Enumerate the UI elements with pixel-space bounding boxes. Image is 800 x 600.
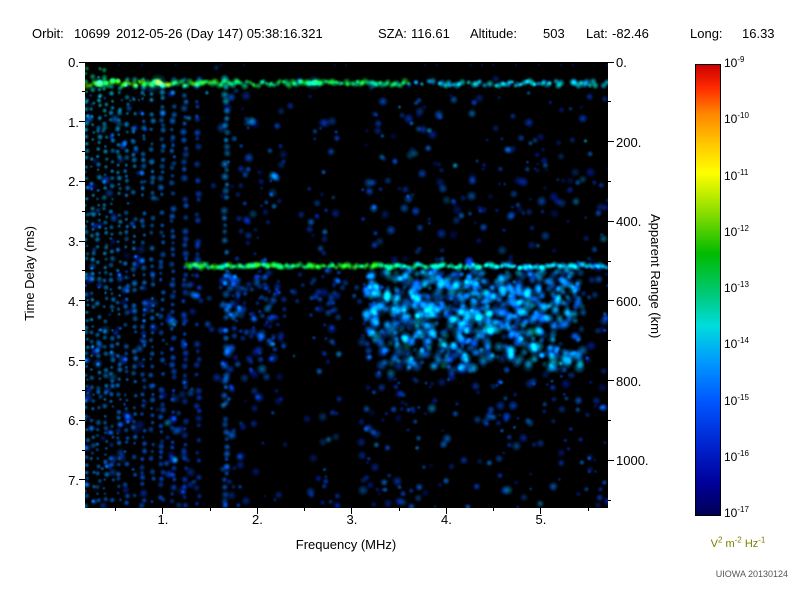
left-tick-label: 5. <box>68 353 79 369</box>
tick <box>79 240 85 242</box>
right-tick-label: 1000. <box>616 453 649 469</box>
tick <box>608 380 614 382</box>
tick <box>608 260 611 262</box>
altitude-value: 503 <box>543 26 565 41</box>
left-tick-label: 0. <box>68 55 79 70</box>
tick <box>82 270 85 272</box>
tick <box>115 508 117 511</box>
colorbar-label: 10-11 <box>724 167 749 183</box>
tick <box>608 499 611 501</box>
tick <box>79 360 85 362</box>
tick <box>351 508 353 514</box>
left-tick-label: 3. <box>68 234 79 250</box>
tick <box>493 508 495 511</box>
left-tick-label: 6. <box>68 413 79 429</box>
colorbar-label: 10-14 <box>724 336 749 352</box>
tick <box>398 508 400 511</box>
tick <box>82 151 85 153</box>
tick <box>608 101 611 103</box>
tick <box>79 61 85 63</box>
tick <box>587 508 589 511</box>
x-tick-label: 4. <box>441 512 452 527</box>
colorbar-label: 10-12 <box>724 223 749 239</box>
colorbar <box>695 64 721 516</box>
left-tick-label: 1. <box>68 114 79 130</box>
tick <box>608 459 614 461</box>
right-tick-label: 600. <box>616 293 642 309</box>
x-tick-label: 2. <box>252 512 263 527</box>
long-value: 16.33 <box>742 26 775 41</box>
datetime-text: 2012-05-26 (Day 147) 05:38:16.321 <box>116 26 323 41</box>
tick <box>82 449 85 451</box>
orbit-value: 10699 <box>74 26 111 41</box>
altitude-label: Altitude: <box>470 26 517 41</box>
colorbar-label: 10-16 <box>724 448 749 464</box>
tick <box>79 300 85 302</box>
left-tick-label: 7. <box>68 472 79 488</box>
tick <box>608 340 611 342</box>
colorbar-label: 10-17 <box>724 505 749 521</box>
colorbar-label: 10-10 <box>724 111 749 127</box>
x-tick-label: 5. <box>535 512 547 527</box>
tick <box>79 479 85 481</box>
sza-label: SZA: <box>378 26 407 41</box>
orbit-label: Orbit: <box>32 26 64 41</box>
left-tick-label: 2. <box>68 174 79 190</box>
left-axis-title: Time Delay (ms) <box>22 226 37 321</box>
tick <box>82 330 85 332</box>
colorbar-label: 10-15 <box>724 392 749 408</box>
tick <box>608 300 614 302</box>
tick <box>79 121 85 123</box>
tick <box>608 180 611 182</box>
tick <box>162 508 164 514</box>
colorbar-label: 10-9 <box>724 55 745 71</box>
left-tick-label: 4. <box>68 293 79 309</box>
tick <box>209 508 211 511</box>
tick <box>608 220 614 222</box>
tick <box>79 419 85 421</box>
right-tick-label: 400. <box>616 214 642 230</box>
tick <box>82 91 85 93</box>
tick <box>608 419 611 421</box>
plot-area <box>85 62 608 508</box>
x-tick-label: 3. <box>346 512 358 527</box>
tick <box>540 508 542 514</box>
tick <box>608 61 614 63</box>
tick <box>304 508 306 511</box>
tick <box>79 180 85 182</box>
x-axis-title: Frequency (MHz) <box>295 537 397 552</box>
right-tick-label: 0. <box>616 55 627 70</box>
tick <box>608 141 614 143</box>
right-axis-title: Apparent Range (km) <box>648 214 663 339</box>
tick <box>82 210 85 212</box>
x-tick-label: 1. <box>157 512 169 527</box>
right-tick-label: 800. <box>616 373 642 389</box>
long-label: Long: <box>690 26 723 41</box>
tick <box>82 389 85 391</box>
colorbar-unit: V2 m-2 Hz-1 <box>710 535 766 550</box>
colorbar-label: 10-13 <box>724 280 749 296</box>
lat-label: Lat: <box>586 26 608 41</box>
lat-value: -82.46 <box>612 26 649 41</box>
sza-value: 116.61 <box>411 26 450 41</box>
right-tick-label: 200. <box>616 134 642 150</box>
tick <box>445 508 447 514</box>
ionogram-canvas <box>85 62 608 508</box>
credit-text: UIOWA 20130124 <box>715 569 788 579</box>
tick <box>256 508 258 514</box>
